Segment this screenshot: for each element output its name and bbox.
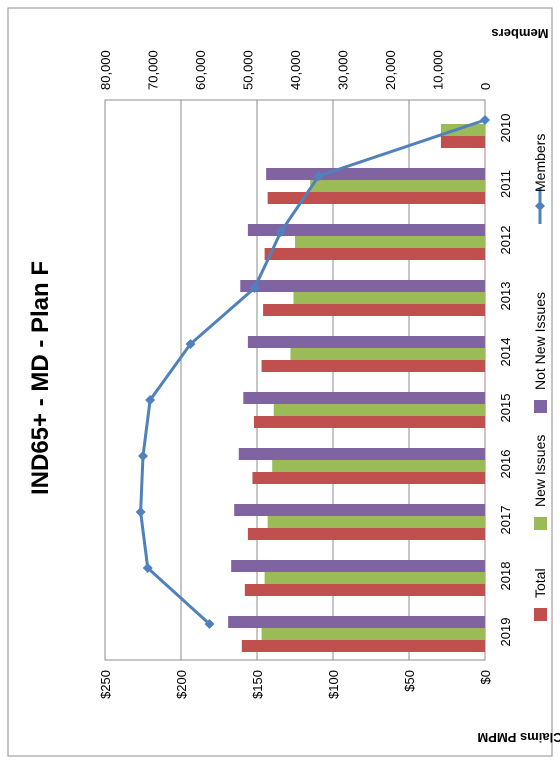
category-label-2018: 2018	[498, 562, 513, 591]
category-label-2012: 2012	[498, 226, 513, 255]
members-point-2014	[185, 339, 196, 349]
bar-not-new-issues-2016	[238, 448, 485, 460]
primary-tick-label: $50	[402, 670, 417, 692]
category-label-2015: 2015	[498, 394, 513, 423]
members-point-2011	[313, 171, 324, 181]
chart-title: IND65+ - MD - Plan F	[27, 261, 54, 495]
secondary-tick-label: 30,000	[336, 50, 351, 90]
members-point-2012	[275, 227, 286, 237]
bar-not-new-issues-2013	[240, 280, 485, 292]
category-axis-ticks: 2010 2011 2012 2013 2014 2015 2016 2017 2018 2019	[498, 114, 513, 647]
legend: Total New Issues Not New Issues Members	[532, 134, 548, 621]
members-point-2016	[138, 451, 148, 461]
bar-new-issues-2013	[293, 292, 485, 304]
bar-new-issues-2019	[261, 628, 485, 640]
bar-total-2016	[252, 472, 485, 484]
secondary-tick-label: 20,000	[383, 50, 398, 90]
primary-tick-label: $150	[250, 670, 265, 699]
primary-tick-label: $200	[174, 670, 189, 699]
category-label-2013: 2013	[498, 282, 513, 311]
secondary-tick-label: 0	[478, 83, 493, 90]
primary-tick-label: $250	[98, 670, 113, 699]
bar-total-2018	[244, 584, 485, 596]
category-label-2010: 2010	[498, 114, 513, 143]
bar-new-issues-2011	[310, 180, 485, 192]
legend-label-new-issues: New Issues	[532, 435, 548, 507]
bar-not-new-issues-2019	[228, 616, 485, 628]
category-label-2016: 2016	[498, 450, 513, 479]
members-point-2013	[249, 283, 260, 293]
bar-total-2019	[241, 640, 485, 652]
bar-total-2013	[263, 304, 485, 316]
bar-not-new-issues-2014	[247, 336, 485, 348]
bar-new-issues-2016	[272, 460, 485, 472]
primary-tick-label: $100	[326, 670, 341, 699]
bar-not-new-issues-2017	[234, 504, 485, 516]
bar-not-new-issues-2015	[243, 392, 485, 404]
bar-not-new-issues-2011	[266, 168, 485, 180]
bar-not-new-issues-2018	[231, 560, 485, 572]
members-point-2018	[142, 563, 153, 573]
bar-new-issues-2018	[264, 572, 485, 584]
legend-swatch-new-issues	[534, 517, 547, 530]
secondary-tick-label: 50,000	[241, 50, 256, 90]
secondary-axis-title: Members	[491, 26, 548, 41]
secondary-tick-label: 10,000	[431, 50, 446, 90]
legend-marker-members	[535, 201, 545, 211]
bar-total-2010	[440, 136, 485, 148]
secondary-tick-label: 80,000	[98, 50, 113, 90]
bar-not-new-issues-2012	[247, 224, 485, 236]
legend-swatch-not-new-issues	[534, 400, 547, 413]
members-point-2010	[480, 115, 490, 125]
category-label-2017: 2017	[498, 506, 513, 535]
secondary-tick-label: 40,000	[288, 50, 303, 90]
legend-label-total: Total	[532, 568, 548, 598]
plot-area	[104, 99, 490, 661]
members-line	[139, 118, 486, 626]
bar-total-2014	[261, 360, 485, 372]
category-label-2014: 2014	[498, 338, 513, 367]
primary-tick-label: $0	[478, 670, 493, 684]
bar-new-issues-2015	[273, 404, 485, 416]
secondary-axis-ticks: 0 10,000 20,000 30,000 40,000 50,000 60,000 70,…	[98, 50, 493, 90]
legend-swatch-total	[534, 608, 547, 621]
primary-axis-title: Claims PMPM	[477, 730, 560, 745]
secondary-tick-label: 60,000	[193, 50, 208, 90]
bar-new-issues-2010	[440, 124, 485, 136]
bar-new-issues-2017	[267, 516, 485, 528]
bar-new-issues-2012	[295, 236, 485, 248]
secondary-tick-label: 70,000	[146, 50, 161, 90]
members-point-2015	[145, 395, 156, 405]
legend-label-members: Members	[532, 134, 548, 192]
category-label-2019: 2019	[498, 618, 513, 647]
category-label-2011: 2011	[498, 170, 513, 198]
primary-axis-ticks: $0 $50 $100 $150 $200 $250	[98, 670, 493, 699]
members-point-2017	[135, 507, 146, 517]
bar-total-2012	[264, 248, 485, 260]
members-point-2019	[204, 619, 215, 629]
bar-total-2015	[253, 416, 485, 428]
legend-label-not-new-issues: Not New Issues	[532, 292, 548, 390]
bar-new-issues-2014	[290, 348, 485, 360]
bar-total-2017	[247, 528, 485, 540]
bar-total-2011	[267, 192, 485, 204]
